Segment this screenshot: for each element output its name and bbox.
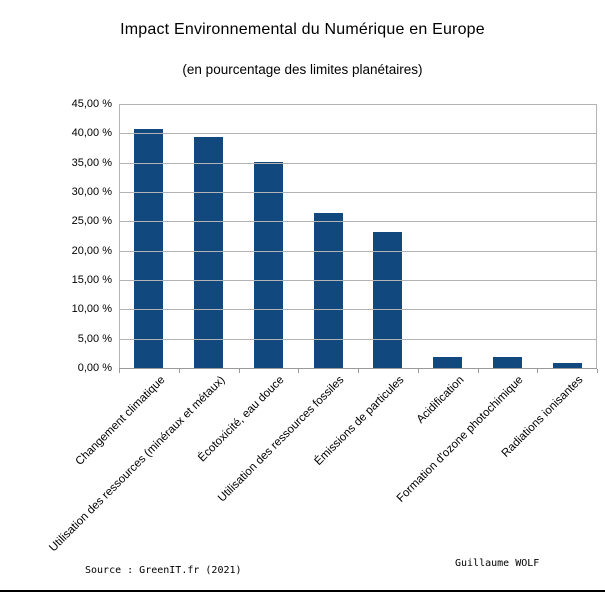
y-gridline <box>119 280 597 281</box>
bar-slot <box>478 104 538 368</box>
bar-slot <box>358 104 418 368</box>
y-axis-tick-label: 0,00 % <box>77 362 112 374</box>
y-axis-tick-label: 30,00 % <box>71 186 112 198</box>
bar-series <box>119 104 597 368</box>
x-axis-label: Utilisation des ressources (minéraux et … <box>46 374 228 555</box>
y-axis-tick-label: 35,00 % <box>71 156 112 169</box>
y-axis-tick-label: 10,00 % <box>71 303 112 316</box>
y-axis-tick-label: 25,00 % <box>71 215 112 228</box>
y-gridline <box>119 221 597 222</box>
x-axis-label: Émissions de particules <box>312 374 407 468</box>
y-gridline <box>119 192 597 193</box>
plot-border <box>119 104 120 368</box>
x-axis-tick <box>238 369 240 373</box>
x-axis-label: Acidification <box>414 374 467 426</box>
y-axis-tick-label: 5,00 % <box>77 332 112 345</box>
page-bottom-border <box>0 590 605 592</box>
source-note: Source : GreenIT.fr (2021) <box>85 565 242 576</box>
y-gridline <box>119 339 597 340</box>
y-gridline <box>119 104 597 105</box>
y-axis-tick-label: 20,00 % <box>71 244 112 257</box>
bar <box>313 213 343 368</box>
bar <box>552 362 582 368</box>
x-axis-tick <box>477 369 479 373</box>
x-axis-tick <box>597 369 598 373</box>
bar <box>194 137 224 368</box>
bar-slot <box>418 104 478 368</box>
plot-border <box>596 104 597 368</box>
x-axis-label: Formation d'ozone photochimique <box>395 374 526 505</box>
bar-slot <box>119 104 179 368</box>
x-axis-label: Changement climatique <box>73 374 168 468</box>
x-axis-line <box>119 368 597 369</box>
x-axis-tick <box>417 369 419 373</box>
bar <box>134 128 164 368</box>
x-axis-tick <box>119 369 120 373</box>
plot-area <box>119 104 597 369</box>
x-axis-label: Radiations ionisantes <box>499 374 586 460</box>
bar <box>253 161 283 368</box>
bar <box>492 357 522 368</box>
chart-subtitle: (en pourcentage des limites planétaires) <box>182 62 423 77</box>
y-gridline <box>119 309 597 310</box>
x-axis-tick <box>537 369 539 373</box>
x-axis-tick <box>298 369 300 373</box>
bar <box>433 356 463 368</box>
bar <box>373 231 403 368</box>
bar-slot <box>239 104 299 368</box>
x-axis-label: Écotoxicité, eau douce <box>196 374 287 465</box>
x-axis-label: Utilisation des ressources fossiles <box>216 374 347 505</box>
y-gridline <box>119 163 597 164</box>
author-note: Guillaume WOLF <box>455 558 540 569</box>
y-axis-tick-label: 45,00 % <box>71 98 112 110</box>
bar-slot <box>179 104 239 368</box>
y-gridline <box>119 133 597 134</box>
x-axis-tick <box>178 369 180 373</box>
y-axis-tick-label: 15,00 % <box>71 274 112 286</box>
y-axis-tick-label: 40,00 % <box>71 127 112 140</box>
y-gridline <box>119 251 597 252</box>
bar-slot <box>537 104 597 368</box>
x-axis-tick <box>358 369 359 373</box>
bar-slot <box>298 104 358 368</box>
chart-title: Impact Environnemental du Numérique en E… <box>120 21 485 38</box>
